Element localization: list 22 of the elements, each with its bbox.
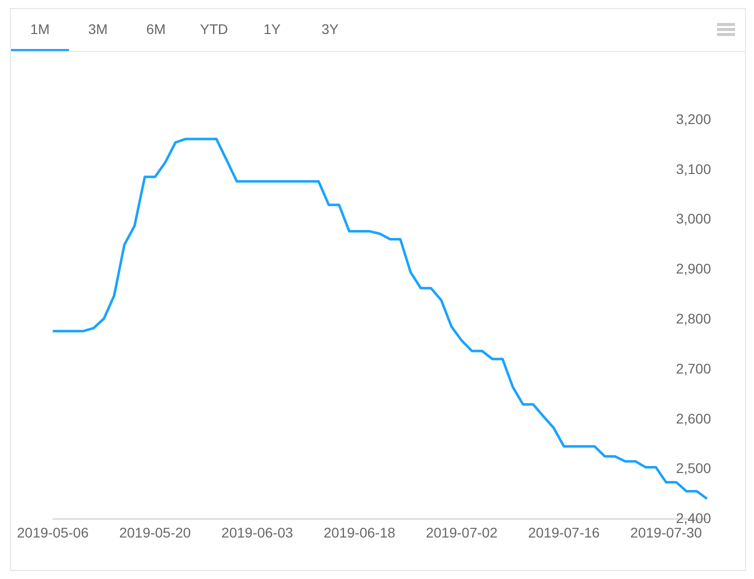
x-tick-label: 2019-05-06 (16, 524, 89, 540)
y-tick-label: 2,800 (676, 310, 712, 326)
y-tick-label: 3,000 (676, 210, 712, 227)
x-tick-label: 2019-07-30 (630, 524, 702, 540)
text: 6M (145, 20, 167, 39)
y-tick-label: 2,400 (676, 510, 712, 526)
y-tick-label: 2,600 (676, 410, 712, 426)
x-tick-label: 2019-07-16 (528, 524, 600, 540)
text: 1M (11, 9, 69, 51)
x-tick-label: 2019-05-20 (119, 524, 192, 540)
text: YTD (199, 20, 229, 39)
y-tick-label: 2,500 (676, 460, 712, 476)
y-tick-label: 3,200 (676, 110, 712, 127)
y-tick-label: 2,700 (676, 360, 712, 376)
y-tick-label: 3,100 (676, 160, 712, 177)
x-tick-label: 2019-06-18 (324, 524, 396, 540)
text: 3M (87, 20, 109, 39)
x-tick-label: 2019-07-02 (426, 524, 498, 540)
y-tick-label: 2,900 (676, 260, 712, 277)
text: 1Y (262, 20, 282, 39)
text: 3Y (320, 20, 340, 39)
x-tick-label: 2019-06-03 (221, 524, 294, 540)
